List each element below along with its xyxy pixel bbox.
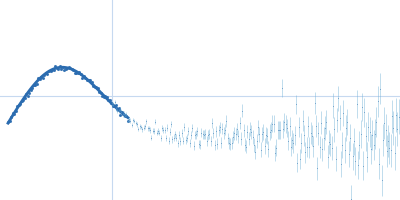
Point	[98, 91, 104, 94]
Point	[40, 76, 46, 79]
Point	[88, 80, 95, 84]
Point	[24, 94, 31, 97]
Point	[120, 112, 127, 116]
Point	[90, 84, 96, 88]
Point	[43, 71, 49, 75]
Point	[100, 96, 107, 99]
Point	[50, 68, 57, 71]
Point	[56, 65, 63, 68]
Point	[28, 88, 34, 91]
Point	[58, 67, 64, 71]
Point	[116, 106, 122, 110]
Point	[70, 69, 76, 72]
Point	[29, 87, 36, 90]
Point	[54, 66, 60, 70]
Point	[62, 68, 69, 71]
Point	[114, 107, 120, 111]
Point	[68, 68, 75, 71]
Point	[67, 67, 74, 70]
Point	[81, 75, 87, 78]
Point	[18, 99, 25, 102]
Point	[41, 74, 48, 77]
Point	[16, 103, 22, 107]
Point	[31, 83, 37, 86]
Point	[60, 65, 66, 69]
Point	[94, 86, 101, 89]
Point	[99, 94, 105, 97]
Point	[104, 95, 110, 98]
Point	[73, 71, 80, 74]
Point	[108, 101, 114, 104]
Point	[110, 104, 116, 107]
Point	[119, 110, 125, 113]
Point	[123, 115, 130, 118]
Point	[102, 94, 108, 97]
Point	[14, 105, 20, 108]
Point	[84, 79, 90, 82]
Point	[61, 69, 68, 72]
Point	[34, 82, 40, 85]
Point	[125, 119, 131, 122]
Point	[32, 83, 38, 86]
Point	[66, 66, 72, 69]
Point	[106, 99, 113, 102]
Point	[35, 76, 42, 79]
Point	[96, 90, 102, 93]
Point	[117, 114, 124, 117]
Point	[113, 104, 119, 107]
Point	[44, 72, 51, 75]
Point	[17, 103, 23, 106]
Point	[76, 70, 82, 73]
Point	[64, 66, 70, 69]
Point	[49, 68, 55, 72]
Point	[8, 116, 14, 119]
Point	[91, 85, 98, 88]
Point	[46, 69, 52, 72]
Point	[82, 77, 89, 80]
Point	[23, 93, 30, 96]
Point	[26, 92, 32, 95]
Point	[38, 75, 45, 78]
Point	[78, 72, 84, 75]
Point	[37, 77, 43, 80]
Point	[75, 71, 81, 75]
Point	[79, 76, 86, 80]
Point	[85, 78, 92, 81]
Point	[12, 110, 19, 113]
Point	[55, 68, 61, 71]
Point	[47, 70, 54, 73]
Point	[111, 104, 118, 107]
Point	[5, 121, 11, 124]
Point	[93, 86, 99, 89]
Point	[87, 79, 93, 82]
Point	[52, 64, 58, 67]
Point	[72, 71, 78, 74]
Point	[6, 119, 13, 122]
Point	[105, 99, 112, 102]
Point	[122, 114, 128, 117]
Point	[22, 96, 28, 99]
Point	[11, 112, 17, 115]
Point	[9, 112, 16, 115]
Point	[20, 98, 26, 101]
